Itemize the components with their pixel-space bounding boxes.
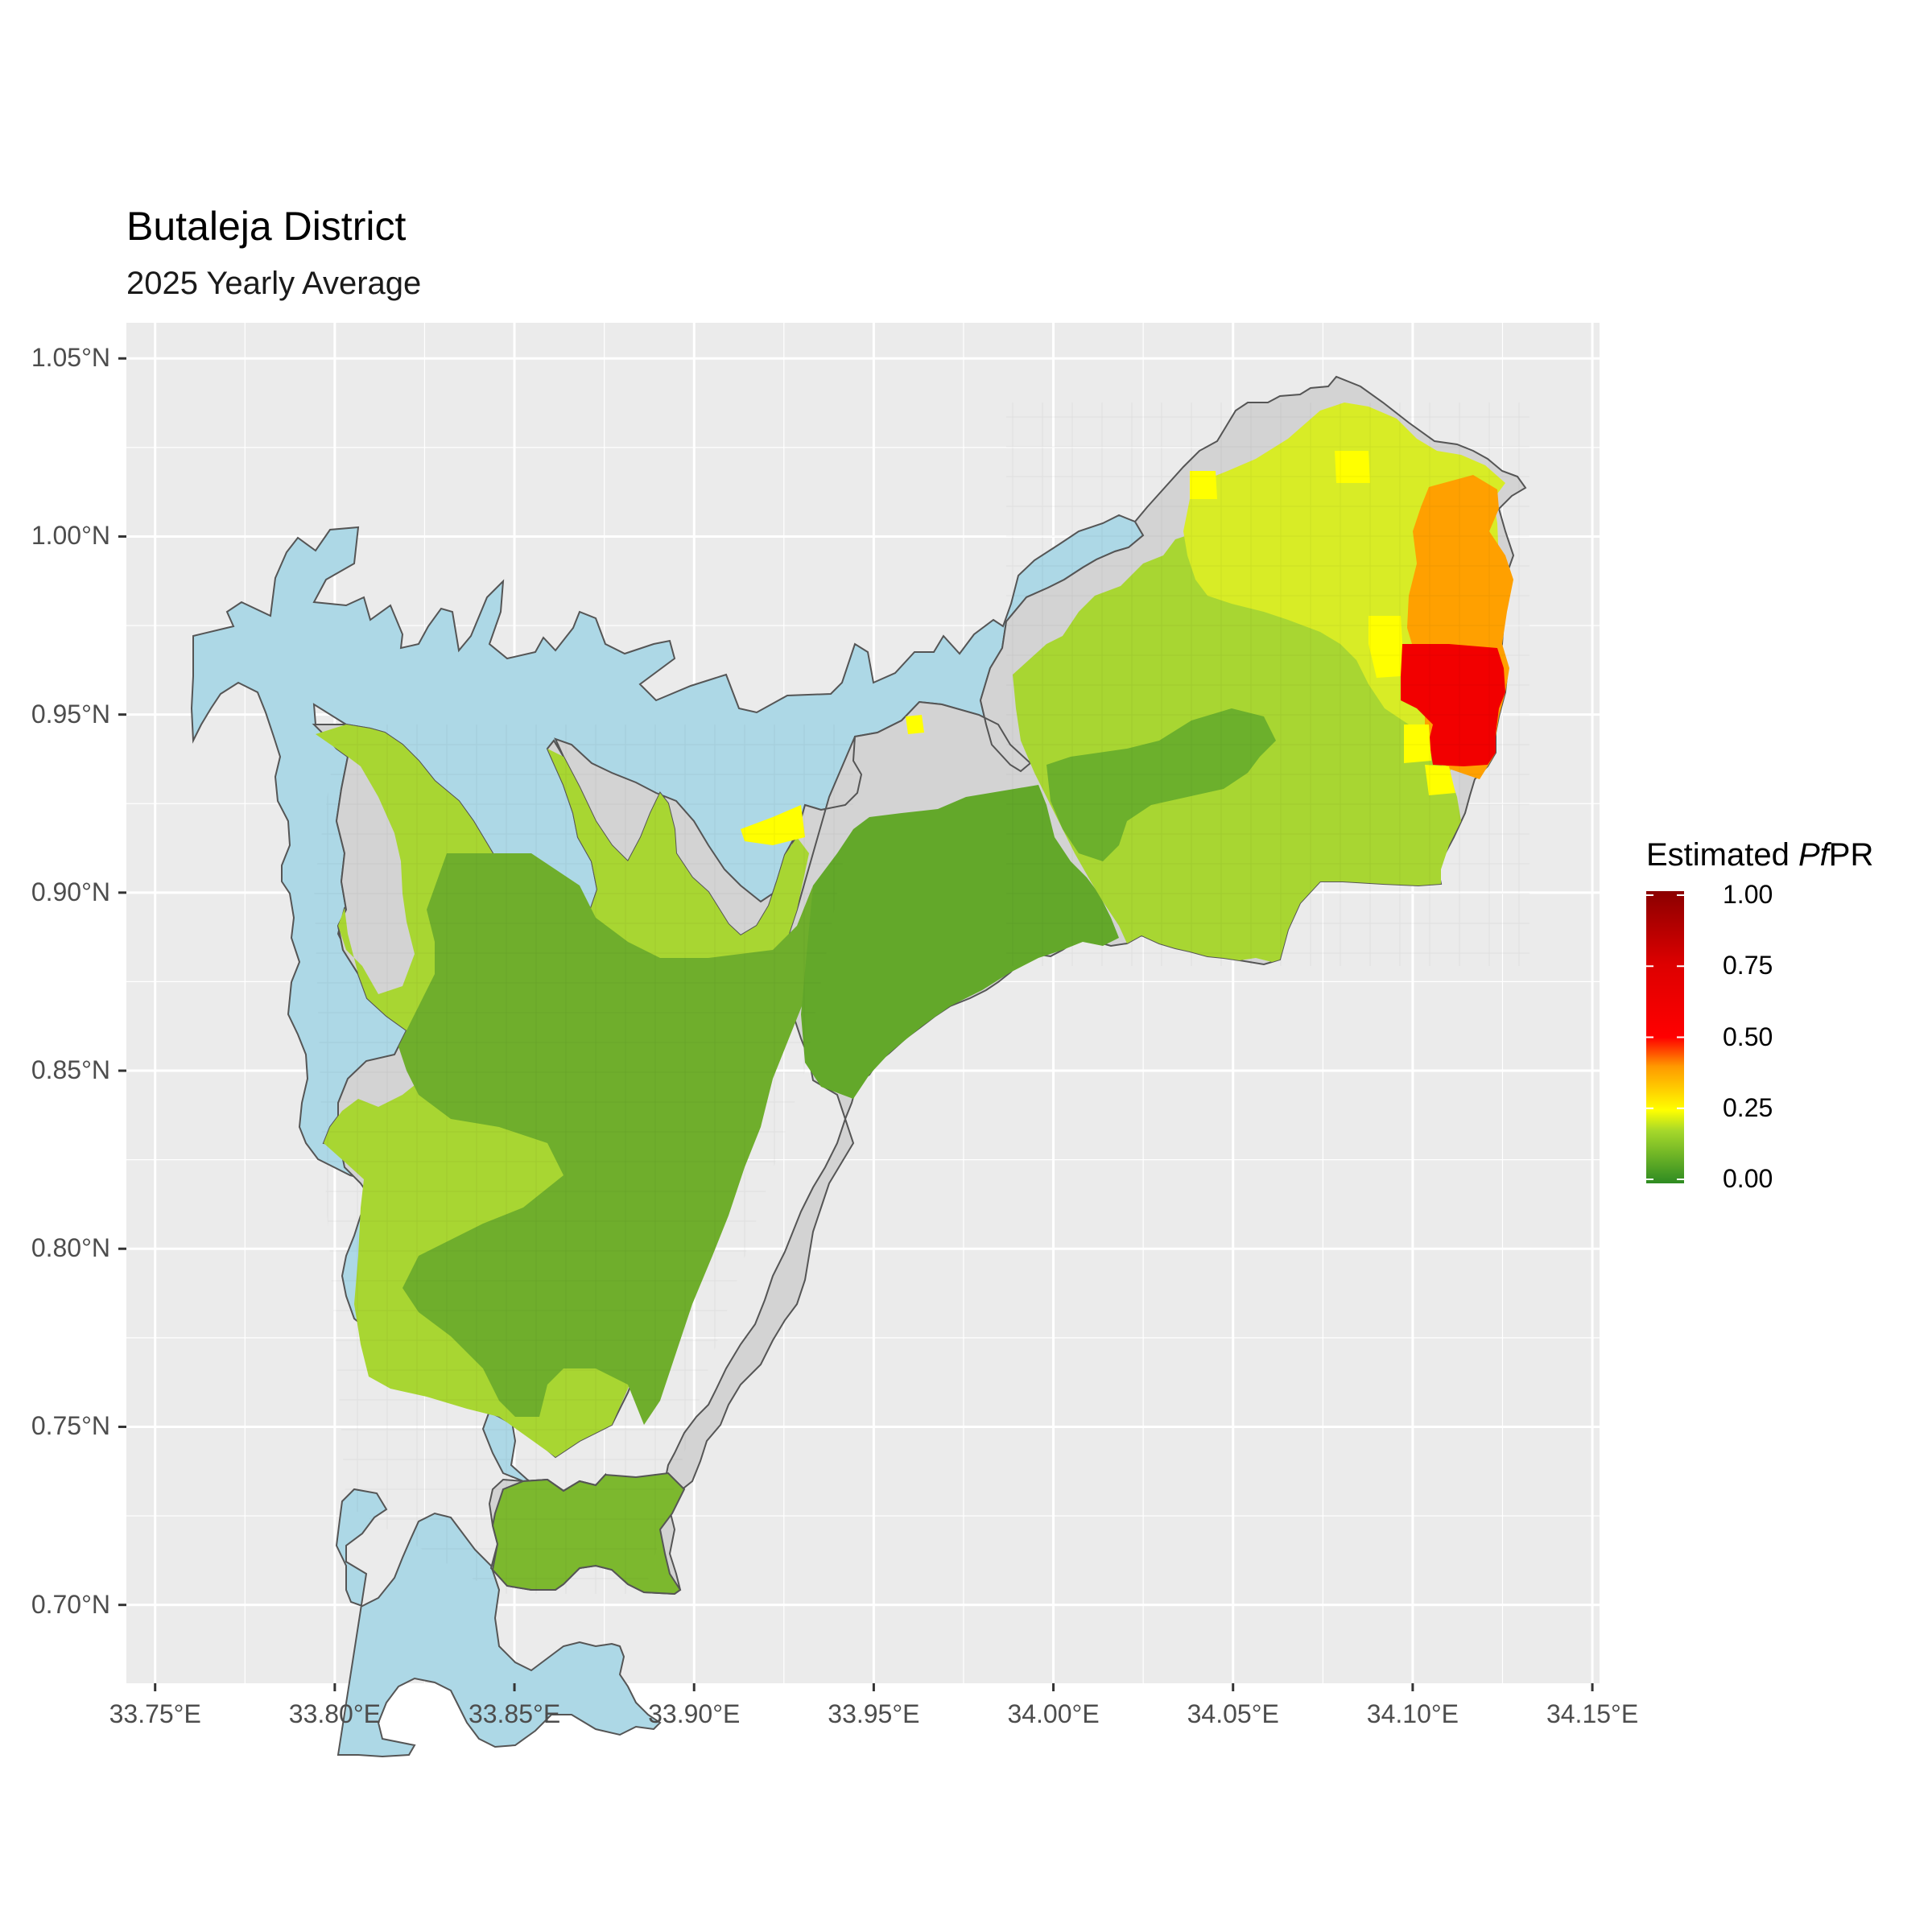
- y-tick-label: 0.90°N: [31, 877, 110, 906]
- raster-texture: [314, 402, 1530, 1594]
- x-tick-label: 33.75°E: [109, 1699, 201, 1728]
- legend-title-tail: PR: [1828, 837, 1874, 873]
- x-tick-label: 33.80°E: [288, 1699, 381, 1728]
- y-tick-label: 0.95°N: [31, 699, 110, 729]
- map-subtitle: 2025 Yearly Average: [126, 266, 422, 301]
- y-tick-label: 0.85°N: [31, 1055, 110, 1085]
- y-tick-label: 1.05°N: [31, 343, 110, 373]
- x-tick-label: 33.95°E: [828, 1699, 920, 1728]
- legend-title-italic: Pf: [1798, 837, 1829, 873]
- legend-ticks: [1646, 894, 1684, 1180]
- legend-break-label: 1.00: [1723, 880, 1773, 909]
- axis-ticks: [118, 357, 1594, 1691]
- y-tick-label: 0.75°N: [31, 1411, 110, 1441]
- x-tick-label: 33.90°E: [648, 1699, 741, 1728]
- prevalence-layer: [314, 402, 1530, 1596]
- y-tick-label: 0.80°N: [31, 1233, 110, 1263]
- legend-break-label: 0.00: [1723, 1164, 1773, 1193]
- map-title: Butaleja District: [126, 204, 407, 249]
- legend-break-label: 0.50: [1723, 1022, 1773, 1051]
- y-tick-label: 0.70°N: [31, 1589, 110, 1619]
- x-tick-label: 34.15°E: [1546, 1699, 1639, 1728]
- legend-title: Estimated PfPR: [1646, 837, 1873, 873]
- legend-break-label: 0.25: [1723, 1092, 1773, 1122]
- legend-title-plain: Estimated: [1646, 837, 1798, 873]
- x-tick-label: 34.05°E: [1187, 1699, 1279, 1728]
- y-tick-label: 1.00°N: [31, 521, 110, 551]
- x-tick-label: 34.00°E: [1007, 1699, 1100, 1728]
- x-tick-label: 33.85°E: [468, 1699, 561, 1728]
- x-tick-label: 34.10°E: [1366, 1699, 1459, 1728]
- legend-break-label: 0.75: [1723, 951, 1773, 980]
